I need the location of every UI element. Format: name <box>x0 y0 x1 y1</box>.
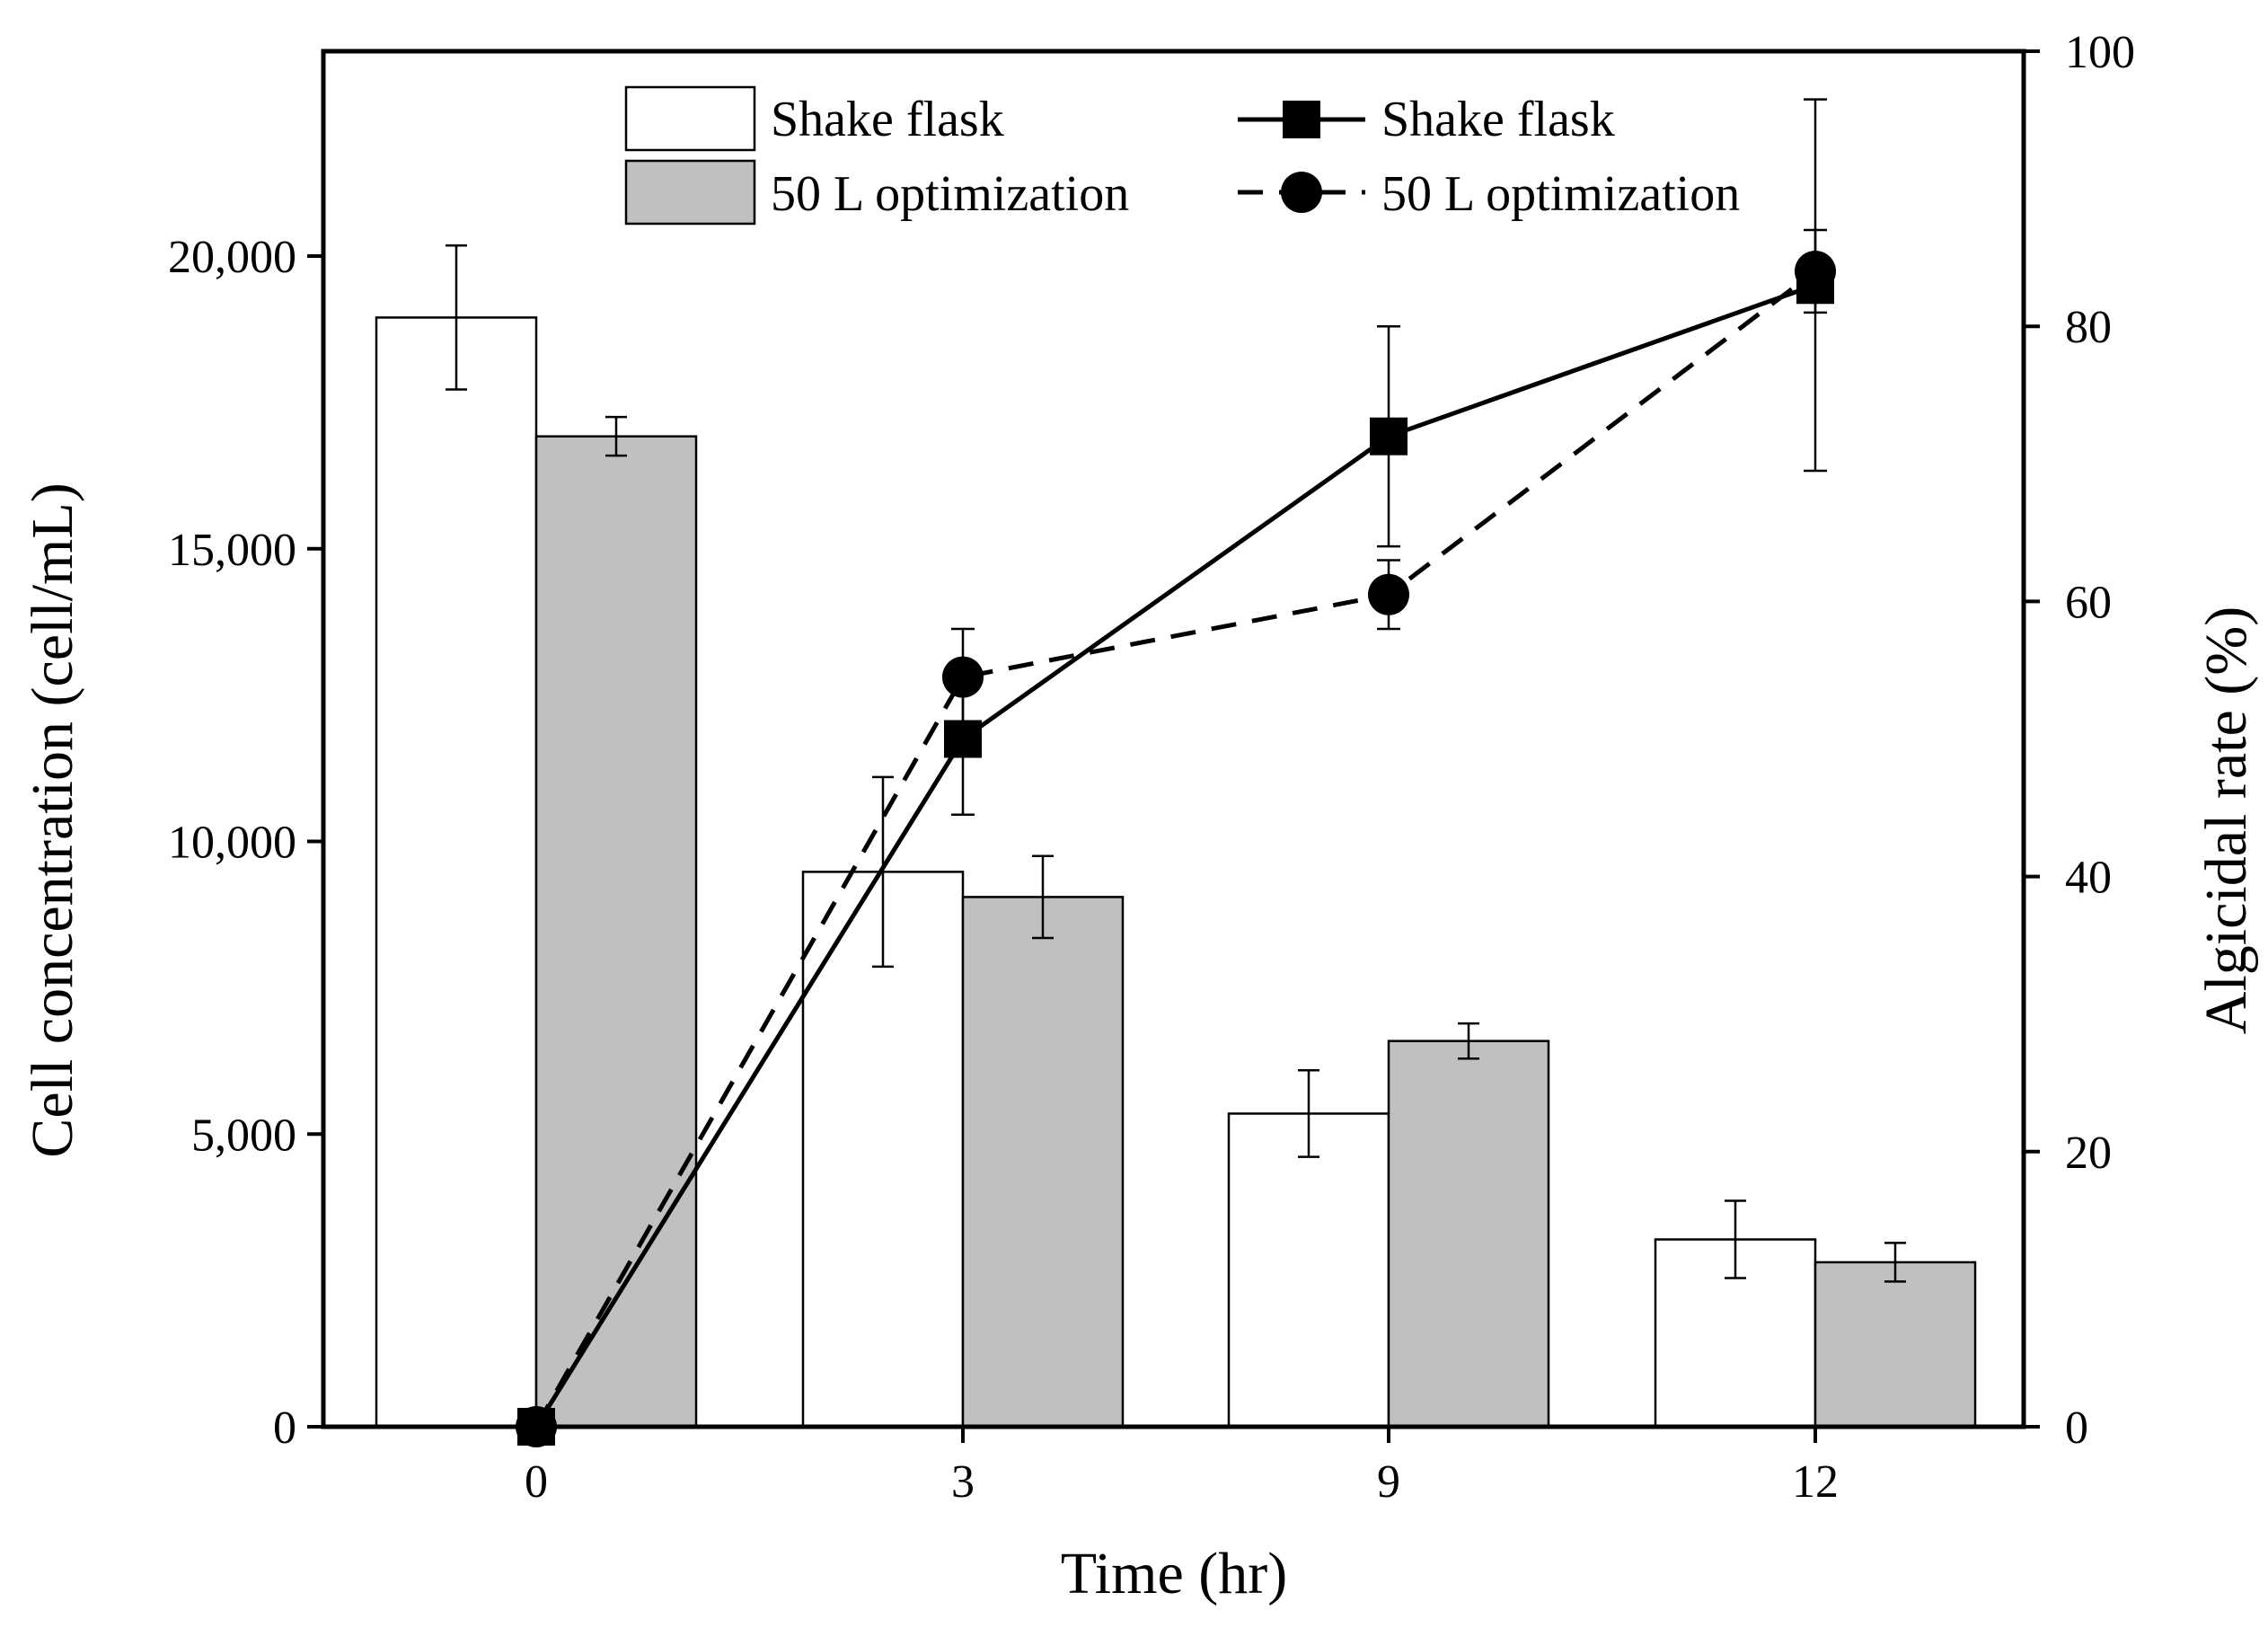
marker-circle-9 <box>1368 573 1409 615</box>
bar-series0-0 <box>375 316 538 1429</box>
marker-square-9 <box>1370 417 1408 456</box>
x-tick-label: 3 <box>951 1456 975 1508</box>
marker-square-3 <box>944 720 982 758</box>
line-series1 <box>534 269 1817 1429</box>
legend-label-bar-50l-optimization: 50 L optimization <box>771 166 1129 222</box>
y-left-tick-label: 15,000 <box>168 525 296 576</box>
x-tick-label: 12 <box>1792 1456 1839 1508</box>
legend-label-line-50l-optimization: 50 L optimization <box>1381 166 1740 222</box>
legend-label-line-shake-flask: Shake flask <box>1381 92 1615 147</box>
line-series0 <box>534 282 1816 1429</box>
y-left-tick-label: 10,000 <box>168 818 296 869</box>
y-right-tick-label: 40 <box>2065 853 2112 904</box>
bar-series1-12 <box>1814 1261 1977 1429</box>
legend-swatch-bar-shake-flask <box>624 85 756 152</box>
legend: Shake flask 50 L optimization Shake flas… <box>624 85 1740 226</box>
bar-series1-9 <box>1387 1040 1550 1429</box>
x-tick-label: 0 <box>525 1456 548 1508</box>
bar-series0-9 <box>1227 1112 1390 1429</box>
y-right-tick-label: 20 <box>2065 1128 2112 1179</box>
y-left-tick-label: 5,000 <box>191 1110 296 1161</box>
axes-layer <box>321 49 2026 1429</box>
y-axis-left-title: Cell concentration (cell/mL) <box>20 482 85 1157</box>
y-right-tick-label: 100 <box>2065 27 2135 78</box>
y-right-tick-label: 60 <box>2065 577 2112 628</box>
bar-errors-layer <box>446 244 1906 1283</box>
legend-swatch-bar-50l-optimization <box>624 159 756 226</box>
bars-layer <box>375 316 1977 1429</box>
lines-layer <box>516 98 1836 1447</box>
bar-series1-3 <box>961 896 1125 1429</box>
x-axis-title: Time (hr) <box>1061 1541 1287 1606</box>
bar-series1-0 <box>534 435 698 1429</box>
x-tick-label: 9 <box>1377 1456 1400 1508</box>
y-right-tick-label: 0 <box>2065 1402 2088 1454</box>
y-left-tick-label: 0 <box>273 1402 296 1454</box>
marker-circle-12 <box>1795 250 1836 292</box>
y-left-tick-label: 20,000 <box>168 232 296 283</box>
legend-label-bar-shake-flask: Shake flask <box>771 92 1004 147</box>
legend-marker-circle <box>1281 172 1322 213</box>
y-axis-right-title: Algicidal rate (%) <box>2193 606 2259 1034</box>
legend-marker-square <box>1283 101 1320 138</box>
ticks-layer: 0 5,000 10,000 15,000 20,000 0 20 40 60 80 100 0 3 9 1… <box>168 27 2135 1508</box>
plot-frame <box>321 49 2026 1429</box>
y-right-tick-label: 80 <box>2065 302 2112 353</box>
marker-circle-3 <box>942 656 984 698</box>
